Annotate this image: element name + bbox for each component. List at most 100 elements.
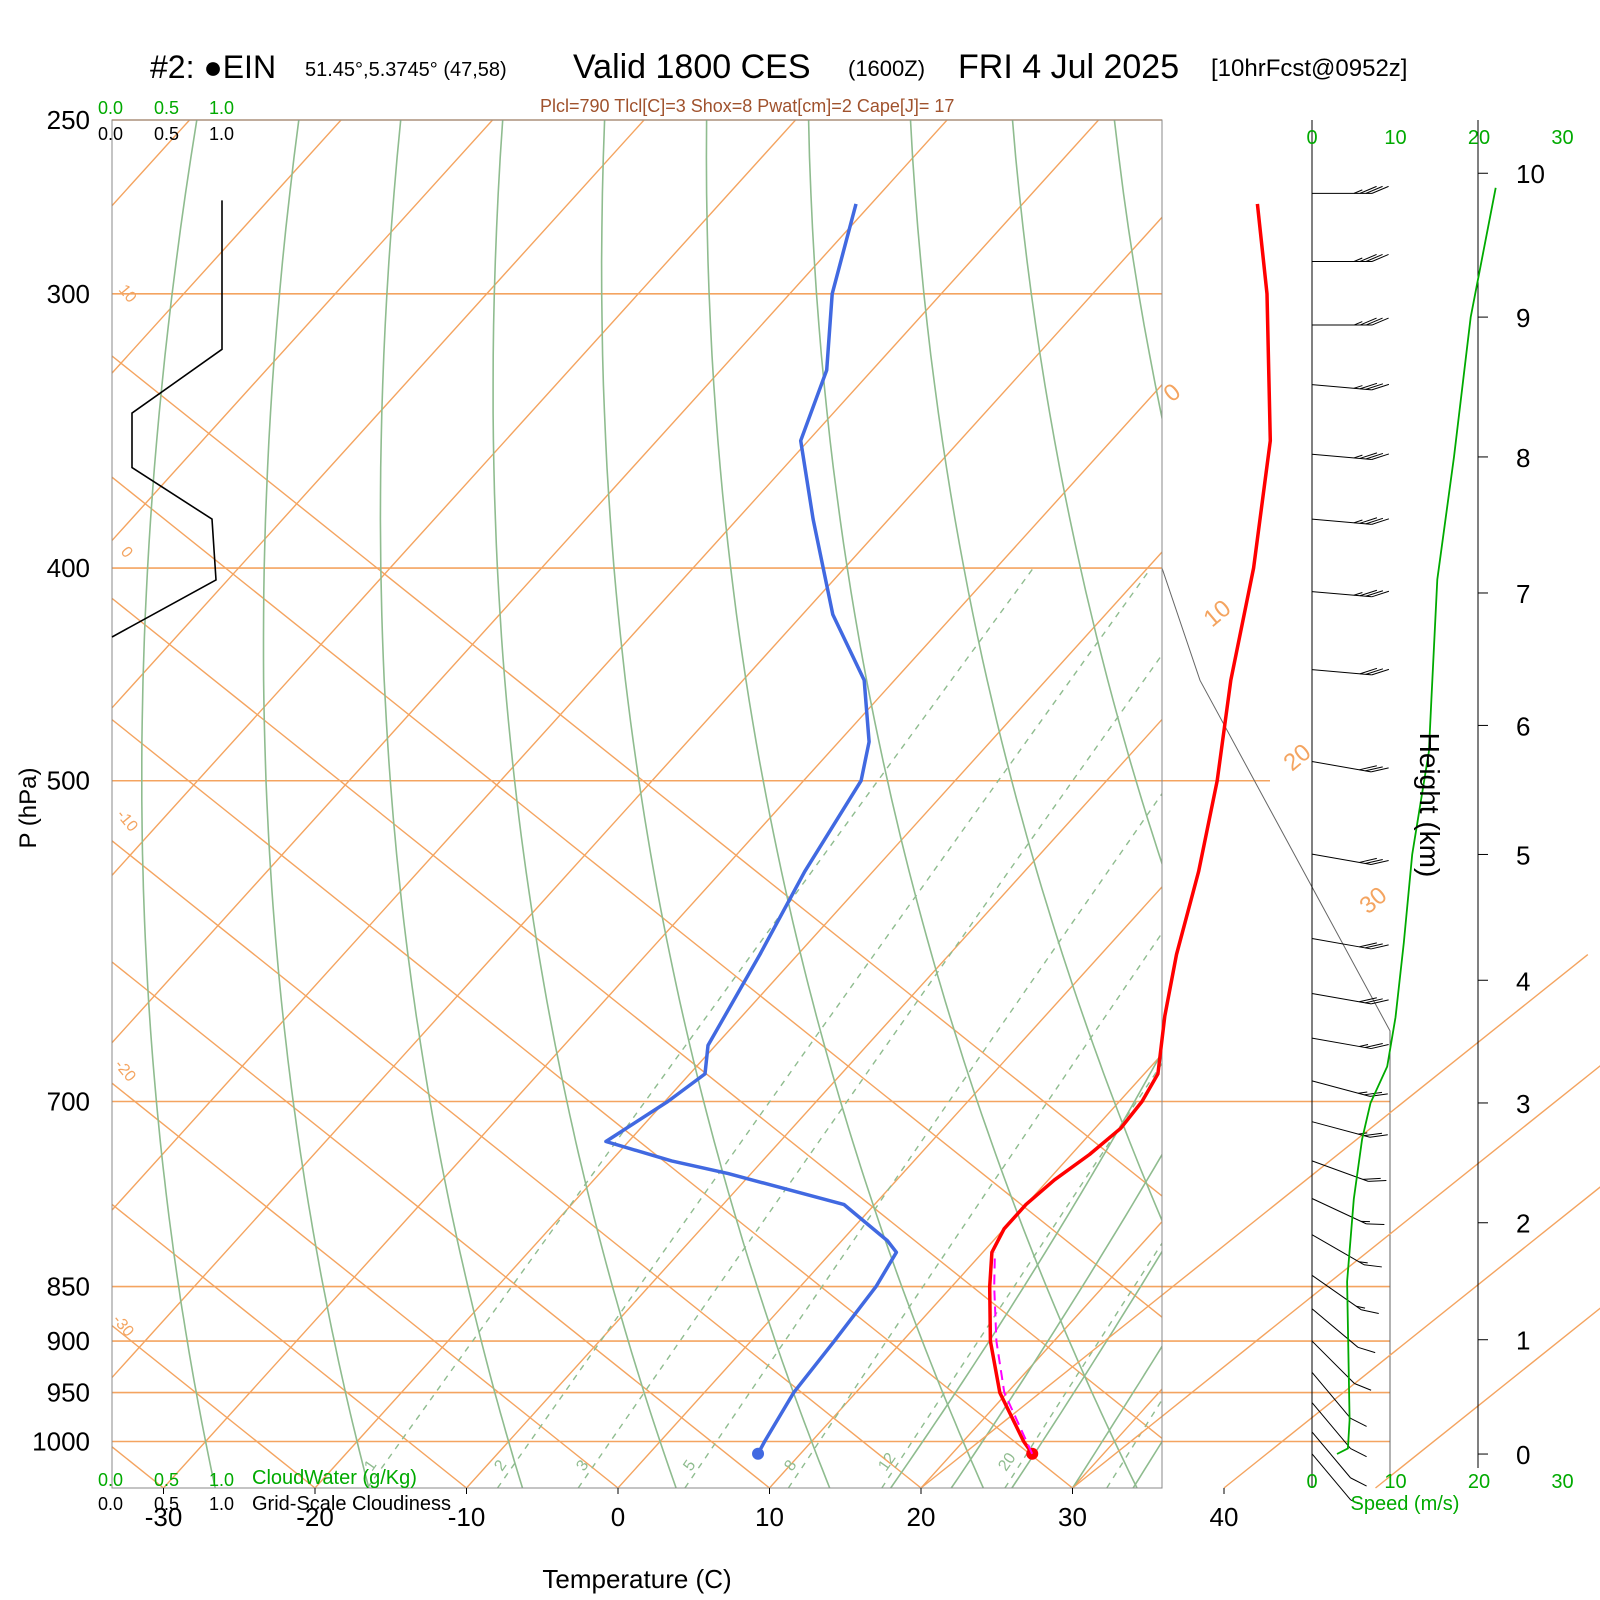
height-tick-label: 7 xyxy=(1516,579,1530,609)
wind-barb-staff xyxy=(1311,1037,1372,1050)
height-tick-label: 9 xyxy=(1516,303,1530,333)
temperature-surface-marker xyxy=(1026,1447,1039,1460)
moist-adiabat-line xyxy=(950,1153,1162,1488)
wind-barb-staff xyxy=(1311,518,1372,525)
wind-barb-flag xyxy=(1365,452,1384,460)
pressure-tick-label: 400 xyxy=(47,553,90,583)
wind-barb-flag xyxy=(1356,1305,1366,1309)
wind-barb-flag xyxy=(1369,1093,1388,1097)
wind-barb-flag xyxy=(1350,1448,1367,1458)
wind-barb xyxy=(1312,317,1389,326)
isotherm-line xyxy=(617,885,1162,1488)
wind-barb xyxy=(1311,760,1389,773)
wind-barb-flag xyxy=(1371,518,1390,525)
wind-barb-flag xyxy=(1353,519,1363,524)
temperature-tick-label: -30 xyxy=(145,1502,183,1532)
height-tick-label: 8 xyxy=(1516,443,1530,473)
cloudwater-tick-bottom: 1.0 xyxy=(209,1470,234,1490)
cloudiness-label: Grid-Scale Cloudiness xyxy=(252,1493,451,1515)
wind-barb xyxy=(1311,1402,1367,1458)
isotherm-line xyxy=(112,120,645,709)
wind-barb-flag xyxy=(1359,942,1377,948)
wind-barb-flag xyxy=(1353,591,1363,596)
header: #2: ●EIN 51.45°,5.3745° (47,58) Valid 18… xyxy=(150,48,1407,116)
wind-barb-staff xyxy=(1311,1340,1355,1384)
wind-barb-flag xyxy=(1365,254,1383,262)
wind-barb xyxy=(1311,1340,1372,1391)
wind-barb-flag xyxy=(1365,383,1384,390)
wind-barb-staff xyxy=(1311,1160,1369,1182)
isotherm-line xyxy=(768,1053,1162,1488)
wind-barb-staff xyxy=(1311,1274,1362,1311)
isotherm-line xyxy=(314,551,1162,1488)
mixing-ratio-label: 5 xyxy=(680,1457,699,1474)
isotherm-label: -20 xyxy=(111,1057,139,1086)
wind-barb-flag xyxy=(1359,452,1378,459)
wind-barb-staff xyxy=(1311,453,1372,460)
speed-tick-label: 0 xyxy=(1306,1471,1317,1493)
isotherm-line xyxy=(465,718,1162,1488)
wind-barb xyxy=(1311,938,1389,950)
wind-barb xyxy=(1311,1431,1367,1487)
temperature-cross-line xyxy=(112,1203,467,1488)
wind-barb-flag xyxy=(1359,185,1377,194)
pressure-tick-label: 250 xyxy=(47,105,90,135)
cloudwater-tick-bottom: 0.0 xyxy=(98,1470,123,1490)
wind-barb xyxy=(1311,992,1389,1005)
wind-barb-flag xyxy=(1369,1134,1388,1138)
wind-barb-staff xyxy=(1311,669,1372,676)
height-tick-label: 6 xyxy=(1516,711,1530,741)
dewpoint-surface-marker xyxy=(752,1447,765,1460)
wind-barb-flag xyxy=(1359,997,1377,1003)
wind-barb-flag xyxy=(1353,257,1363,262)
sounding-profiles xyxy=(604,203,1273,1460)
wind-barb-flag xyxy=(1370,944,1389,950)
isotherm-label: 10 xyxy=(1199,595,1237,633)
pressure-tick-label: 1000 xyxy=(32,1426,90,1456)
wind-barb-flag xyxy=(1359,589,1378,597)
wind-barb-staff xyxy=(1311,760,1372,773)
wind-barb-flag xyxy=(1365,668,1384,675)
wind-barb-flag xyxy=(1371,590,1390,598)
temperature-tick-label: 30 xyxy=(1058,1502,1087,1532)
wind-barb-staff xyxy=(1311,1198,1367,1225)
wind-barb-flag xyxy=(1371,668,1390,676)
wind-barb-flag xyxy=(1364,1091,1383,1096)
wind-barb-staff xyxy=(1311,853,1372,866)
temperature-axis-title: Temperature (C) xyxy=(542,1564,731,1594)
wind-barb xyxy=(1311,853,1389,866)
wind-barb-flag xyxy=(1354,1383,1372,1391)
wind-barb-flag xyxy=(1359,1043,1369,1047)
isotherm-label: 20 xyxy=(1279,739,1317,777)
isotherm-line xyxy=(112,120,797,877)
wind-barb xyxy=(1312,254,1389,262)
pressure-tick-label: 300 xyxy=(47,279,90,309)
cloudiness-tick-top: 0.5 xyxy=(154,124,179,144)
cloudwater-tick-top: 0.5 xyxy=(154,98,179,118)
cloudiness-tick-bottom: 0.0 xyxy=(98,1494,123,1514)
wind-barb-flag xyxy=(1365,943,1383,949)
height-tick-label: 2 xyxy=(1516,1209,1530,1239)
wind-barb-flag xyxy=(1365,590,1384,597)
pressure-axis-title: P (hPa) xyxy=(15,768,42,849)
isotherm-line xyxy=(112,216,1162,1379)
wind-barb-flag xyxy=(1371,254,1389,262)
dry-adiabat-line xyxy=(600,120,831,1488)
wind-barb xyxy=(1311,517,1390,525)
mixing-ratio-line xyxy=(787,931,1162,1488)
dry-adiabat-line xyxy=(705,120,985,1488)
wind-barb-flag xyxy=(1371,453,1390,460)
plot-frame xyxy=(111,119,1163,1489)
wind-barb-staff xyxy=(1311,1453,1351,1501)
wind-barb-flag xyxy=(1365,517,1384,525)
cloudwater-tick-top: 0.0 xyxy=(98,98,123,118)
isotherm-extension xyxy=(920,120,1600,1489)
wind-barb-staff xyxy=(1311,384,1372,391)
temperature-profile xyxy=(987,203,1273,1455)
dry-adiabat-line xyxy=(807,120,1138,1488)
wind-barb xyxy=(1311,1234,1382,1268)
wind-barb-staff xyxy=(1311,1431,1351,1479)
wind-barb-staff xyxy=(1311,1308,1359,1348)
wind-barb-flag xyxy=(1365,766,1383,772)
speed-tick-label: 10 xyxy=(1384,127,1406,149)
